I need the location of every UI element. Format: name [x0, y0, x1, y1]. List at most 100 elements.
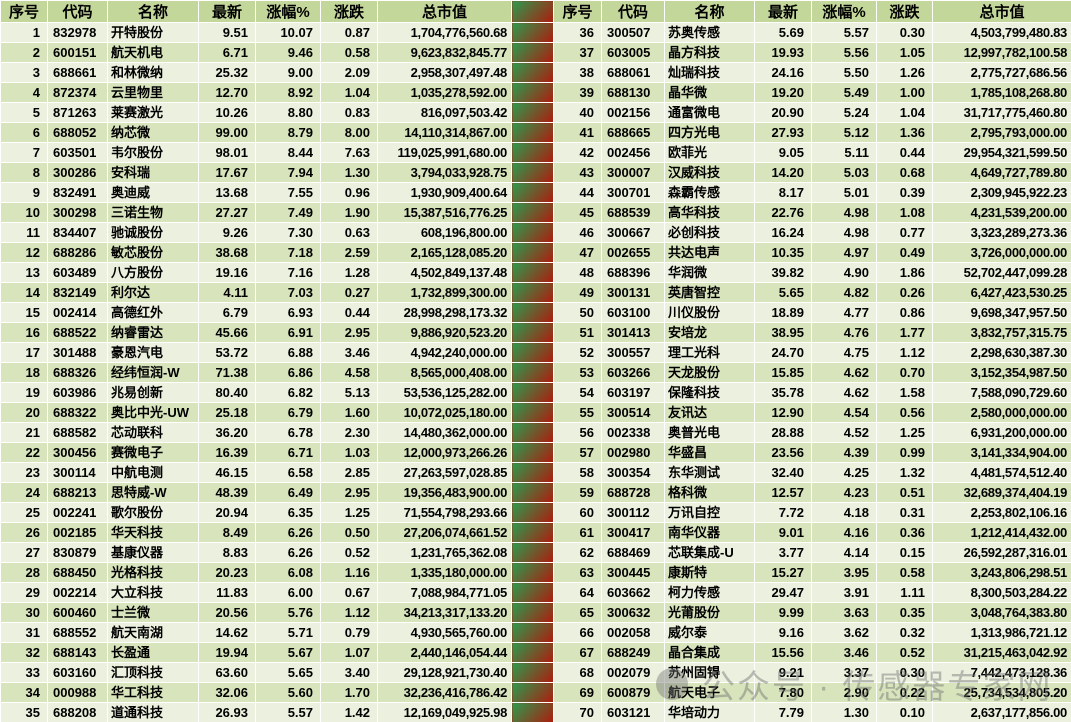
- cell-serial[interactable]: 50: [553, 302, 602, 323]
- cell-latest-price[interactable]: 9.01: [754, 522, 812, 543]
- cell-name[interactable]: 经纬恒润-W: [107, 362, 199, 383]
- cell-market-cap[interactable]: 1,930,909,400.64: [377, 182, 512, 203]
- cell-market-cap[interactable]: 10,072,025,180.00: [377, 402, 512, 423]
- cell-change-amount[interactable]: 0.70: [876, 362, 933, 383]
- cell-name[interactable]: 格科微: [664, 482, 755, 503]
- cell-change-percent[interactable]: 5.60: [255, 682, 321, 703]
- cell-market-cap[interactable]: 3,048,764,383.80: [932, 602, 1071, 623]
- cell-latest-price[interactable]: 6.79: [198, 302, 256, 323]
- cell-market-cap[interactable]: 4,231,539,200.00: [932, 202, 1071, 223]
- cell-serial[interactable]: 18: [0, 362, 48, 383]
- cell-code[interactable]: 688469: [601, 542, 665, 563]
- cell-latest-price[interactable]: 29.47: [754, 582, 812, 603]
- cell-code[interactable]: 301488: [47, 342, 108, 363]
- cell-name[interactable]: 歌尔股份: [107, 502, 199, 523]
- cell-code[interactable]: 834407: [47, 222, 108, 243]
- cell-latest-price[interactable]: 19.94: [198, 642, 256, 663]
- cell-market-cap[interactable]: 2,440,146,054.44: [377, 642, 512, 663]
- col-header-change-pct-left[interactable]: 涨幅%: [255, 0, 321, 23]
- cell-market-cap[interactable]: 2,165,128,085.20: [377, 242, 512, 263]
- cell-latest-price[interactable]: 19.16: [198, 262, 256, 283]
- cell-serial[interactable]: 61: [553, 522, 602, 543]
- cell-change-percent[interactable]: 4.23: [811, 482, 877, 503]
- cell-name[interactable]: 英唐智控: [664, 282, 755, 303]
- cell-serial[interactable]: 24: [0, 482, 48, 503]
- cell-market-cap[interactable]: 2,309,945,922.23: [932, 182, 1071, 203]
- cell-name[interactable]: 驰诚股份: [107, 222, 199, 243]
- cell-code[interactable]: 002655: [601, 242, 665, 263]
- cell-serial[interactable]: 36: [553, 22, 602, 43]
- cell-change-amount[interactable]: 1.11: [876, 582, 933, 603]
- cell-serial[interactable]: 37: [553, 42, 602, 63]
- cell-market-cap[interactable]: 7,088,984,771.05: [377, 582, 512, 603]
- cell-name[interactable]: 华盛昌: [664, 442, 755, 463]
- cell-latest-price[interactable]: 39.82: [754, 262, 812, 283]
- cell-change-amount[interactable]: 2.95: [320, 322, 378, 343]
- cell-serial[interactable]: 42: [553, 142, 602, 163]
- cell-name[interactable]: 航天南湖: [107, 622, 199, 643]
- cell-code[interactable]: 830879: [47, 542, 108, 563]
- cell-market-cap[interactable]: 7,588,090,729.60: [932, 382, 1071, 403]
- cell-name[interactable]: 汉威科技: [664, 162, 755, 183]
- cell-change-amount[interactable]: 0.52: [876, 642, 933, 663]
- cell-change-amount[interactable]: 1.03: [320, 442, 378, 463]
- cell-name[interactable]: 晶合集成: [664, 642, 755, 663]
- cell-change-amount[interactable]: 0.56: [876, 402, 933, 423]
- cell-code[interactable]: 300114: [47, 462, 108, 483]
- cell-market-cap[interactable]: 19,356,483,900.00: [377, 482, 512, 503]
- cell-name[interactable]: 威尔泰: [664, 622, 755, 643]
- cell-serial[interactable]: 11: [0, 222, 48, 243]
- cell-name[interactable]: 通富微电: [664, 102, 755, 123]
- col-header-market-cap-right[interactable]: 总市值: [932, 0, 1071, 23]
- cell-latest-price[interactable]: 45.66: [198, 322, 256, 343]
- cell-change-amount[interactable]: 0.10: [876, 702, 933, 722]
- cell-market-cap[interactable]: 6,427,423,530.25: [932, 282, 1071, 303]
- cell-serial[interactable]: 2: [0, 42, 48, 63]
- cell-change-amount[interactable]: 7.63: [320, 142, 378, 163]
- cell-change-percent[interactable]: 5.12: [811, 122, 877, 143]
- cell-serial[interactable]: 5: [0, 102, 48, 123]
- cell-code[interactable]: 688450: [47, 562, 108, 583]
- cell-change-percent[interactable]: 5.24: [811, 102, 877, 123]
- cell-serial[interactable]: 65: [553, 602, 602, 623]
- cell-latest-price[interactable]: 46.15: [198, 462, 256, 483]
- cell-serial[interactable]: 63: [553, 562, 602, 583]
- cell-serial[interactable]: 39: [553, 82, 602, 103]
- cell-change-percent[interactable]: 4.82: [811, 282, 877, 303]
- cell-market-cap[interactable]: 1,313,986,721.12: [932, 622, 1071, 643]
- cell-serial[interactable]: 43: [553, 162, 602, 183]
- cell-name[interactable]: 天龙股份: [664, 362, 755, 383]
- cell-change-amount[interactable]: 1.25: [320, 502, 378, 523]
- cell-change-percent[interactable]: 6.79: [255, 402, 321, 423]
- cell-code[interactable]: 300286: [47, 162, 108, 183]
- cell-change-percent[interactable]: 7.18: [255, 242, 321, 263]
- cell-change-amount[interactable]: 0.83: [320, 102, 378, 123]
- cell-serial[interactable]: 70: [553, 702, 602, 722]
- cell-name[interactable]: 柯力传感: [664, 582, 755, 603]
- cell-change-amount[interactable]: 1.42: [320, 702, 378, 722]
- cell-name[interactable]: 安培龙: [664, 322, 755, 343]
- cell-change-percent[interactable]: 4.25: [811, 462, 877, 483]
- cell-change-percent[interactable]: 2.90: [811, 682, 877, 703]
- cell-name[interactable]: 苏州固锝: [664, 662, 755, 683]
- cell-latest-price[interactable]: 11.83: [198, 582, 256, 603]
- cell-name[interactable]: 苏奥传感: [664, 22, 755, 43]
- cell-change-percent[interactable]: 7.16: [255, 262, 321, 283]
- cell-market-cap[interactable]: 12,000,973,266.26: [377, 442, 512, 463]
- cell-market-cap[interactable]: 3,323,289,273.36: [932, 222, 1071, 243]
- col-header-change-left[interactable]: 涨跌: [320, 0, 378, 23]
- cell-code[interactable]: 688213: [47, 482, 108, 503]
- cell-change-amount[interactable]: 0.15: [876, 542, 933, 563]
- cell-market-cap[interactable]: 119,025,991,680.00: [377, 142, 512, 163]
- cell-latest-price[interactable]: 17.67: [198, 162, 256, 183]
- cell-market-cap[interactable]: 52,702,447,099.28: [932, 262, 1071, 283]
- cell-name[interactable]: 韦尔股份: [107, 142, 199, 163]
- cell-change-percent[interactable]: 6.91: [255, 322, 321, 343]
- col-header-serial-right[interactable]: 序号: [553, 0, 602, 23]
- cell-change-amount[interactable]: 0.99: [876, 442, 933, 463]
- cell-change-percent[interactable]: 7.49: [255, 202, 321, 223]
- cell-latest-price[interactable]: 25.18: [198, 402, 256, 423]
- cell-market-cap[interactable]: 15,387,516,776.25: [377, 202, 512, 223]
- cell-serial[interactable]: 52: [553, 342, 602, 363]
- cell-name[interactable]: 利尔达: [107, 282, 199, 303]
